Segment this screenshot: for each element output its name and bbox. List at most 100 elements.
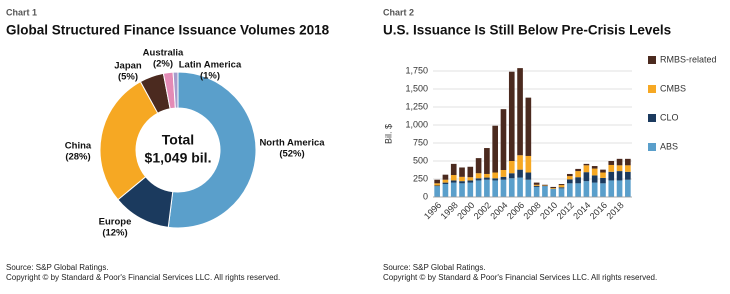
bar-segment [591,168,598,176]
bar-segment [475,178,482,181]
donut-slice [99,80,159,201]
bar-segment [583,172,590,182]
center-text: $1,049 bil. [145,150,212,166]
bar-segment [492,178,499,181]
legend-label: CMBS [660,83,686,93]
x-tick-label: 2000 [455,200,476,221]
slice-value-label: (12%) [102,228,127,239]
bar-segment [508,71,515,161]
y-axis-label: Bil. $ [383,124,393,144]
bar-segment [591,175,598,183]
bar-segment [583,163,590,166]
x-tick-label: 2006 [505,200,526,221]
bar-segment [575,177,581,184]
x-tick-label: 1998 [439,200,460,221]
slice-value-label: (5%) [118,72,138,83]
x-tick-label: 2014 [571,200,592,221]
chart-label: Chart 2 [383,7,414,17]
bar-segment [608,171,615,181]
slice-label: China [65,141,92,152]
slice-value-label: (28%) [65,152,90,163]
bar-segment [616,180,623,197]
legend-swatch [648,85,656,93]
bar-segment [517,169,523,178]
bar-segment [600,172,606,178]
bar-segment [583,181,590,197]
bar-segment [533,185,540,187]
bar-segment [533,184,540,186]
bar-segment [459,181,465,184]
bar-segment [508,173,515,179]
bar-segment [467,166,474,178]
bar-segment [484,179,490,197]
bar-segment [550,186,557,188]
bar-segment [450,175,457,181]
copyright: Copyright © by Standard & Poor's Financi… [6,273,280,282]
x-tick-label: 2002 [472,200,493,221]
legend-label: CLO [660,112,679,122]
bar-segment [434,185,440,187]
bar-segment [600,169,606,173]
bar-segment [542,184,548,186]
slice-label: Europe [99,217,132,228]
bar-segment [434,179,440,184]
bar-segment [525,179,532,197]
bar-segment [575,168,581,172]
copyright: Copyright © by Standard & Poor's Financi… [383,273,657,282]
bar-segment [475,180,482,197]
slice-label: Australia [143,48,184,59]
bar-segment [625,158,631,166]
x-tick-label: 2004 [488,200,509,221]
y-tick-label: 0 [423,191,428,201]
source: Source: S&P Global Ratings. [383,263,486,272]
bar-segment [500,179,507,197]
y-tick-label: 500 [413,155,428,165]
bar-segment [434,186,440,197]
bar-segment [442,179,449,183]
bar-segment [625,179,631,197]
legend-label: ABS [660,141,678,151]
bar-segment [608,180,615,197]
bar-segment [616,171,623,181]
bar-segment [442,184,449,197]
bar-segment [575,171,581,178]
x-tick-label: 2008 [522,200,543,221]
y-tick-label: 250 [413,173,428,183]
bar-segment [467,182,474,197]
bar-segment [442,174,449,180]
bar-segment [558,184,565,186]
bar-segment [508,161,515,174]
bar-segment [600,177,606,184]
bar-segment [542,186,548,197]
x-tick-label: 2012 [555,200,576,221]
bar-segment [517,177,523,197]
y-tick-label: 1,750 [405,65,428,75]
slice-value-label: (2%) [153,59,173,70]
legend-label: RMBS-related [660,54,717,64]
x-tick-label: 2016 [588,200,609,221]
bar-segment [608,164,615,172]
bar-segment [450,180,457,183]
bar-segment [550,188,557,189]
bar-segment [608,161,615,165]
bar-segment [558,187,565,189]
bar-segment [583,165,590,173]
bar-segment [450,182,457,197]
bar-segment [517,155,523,170]
y-tick-label: 1,500 [405,83,428,93]
bar-segment [508,178,515,197]
legend-swatch [648,56,656,64]
slice-label: Latin America [179,60,242,71]
chart-title: U.S. Issuance Is Still Below Pre-Crisis … [383,23,671,38]
bar-segment [525,155,532,173]
bar-segment [575,183,581,197]
bar-segment [533,186,540,197]
bar-segment [616,158,623,166]
y-tick-label: 1,250 [405,101,428,111]
slice-label: North America [259,138,325,149]
bar-segment [525,97,532,156]
bar-segment [625,165,631,172]
bar-segment [484,173,490,178]
bar-segment [533,182,540,185]
